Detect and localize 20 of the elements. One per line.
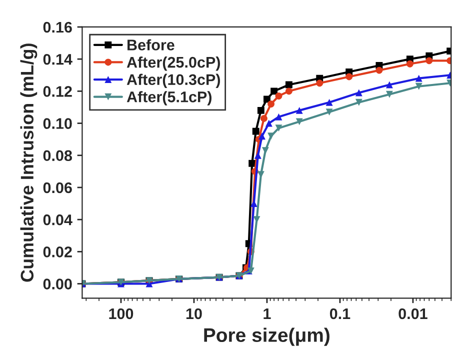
- y-tick-label: 0.06: [43, 182, 72, 194]
- legend-label: After(10.3cP): [126, 74, 220, 88]
- y-tick-label: 0.10: [43, 118, 72, 129]
- y-axis-title: Cumulative Intrusion (mL/g): [20, 44, 38, 282]
- x-axis-title: Pore size(μm): [204, 328, 330, 346]
- y-tick-label: 0.14: [43, 54, 72, 65]
- x-tick-label: 1: [264, 308, 271, 319]
- y-tick-label: 0.16: [43, 22, 72, 33]
- x-tick-label: 0.01: [398, 308, 428, 320]
- y-tick-label: 0.04: [43, 214, 72, 226]
- x-tick-label: 10: [186, 308, 202, 320]
- x-tick-label: 100: [109, 308, 134, 320]
- legend-label: After(25.0cP): [126, 56, 220, 71]
- legend-label: Before: [128, 39, 174, 50]
- legend-label: After(5.1cP): [126, 91, 212, 106]
- x-tick-label: 0.1: [330, 308, 350, 320]
- y-tick-label: 0.02: [43, 246, 72, 258]
- y-tick-label: 0.12: [43, 86, 72, 97]
- y-tick-label: 0.00: [43, 278, 72, 290]
- y-tick-label: 0.08: [43, 150, 72, 162]
